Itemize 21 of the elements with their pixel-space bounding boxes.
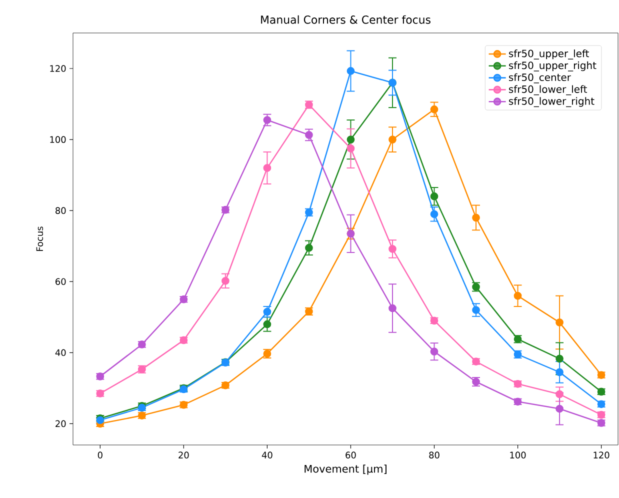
legend-label: sfr50_upper_left xyxy=(508,50,589,60)
x-tick-label: 100 xyxy=(510,452,526,458)
chart-title: Manual Corners & Center focus xyxy=(261,15,430,24)
legend-label: sfr50_lower_left xyxy=(508,85,588,96)
legend-label: sfr50_center xyxy=(508,73,571,84)
y-tick-label: 60 xyxy=(56,278,66,285)
x-tick-label: 60 xyxy=(346,452,356,458)
legend-label: sfr50_upper_right xyxy=(508,61,596,72)
y-tick-label: 100 xyxy=(50,136,66,143)
y-tick-label: 120 xyxy=(50,65,66,72)
y-axis-title: Focus xyxy=(36,226,44,251)
x-tick-label: 120 xyxy=(594,452,610,458)
x-tick-label: 20 xyxy=(178,452,189,458)
y-tick-label: 40 xyxy=(55,349,66,356)
legend-label: sfr50_lower_right xyxy=(508,97,594,108)
x-axis-title: Movement [µm] xyxy=(304,464,386,475)
x-tick-label: 80 xyxy=(429,452,440,458)
x-tick-label: 0 xyxy=(98,452,102,458)
x-tick-label: 40 xyxy=(262,452,272,458)
y-tick-label: 20 xyxy=(56,420,66,428)
y-tick-label: 80 xyxy=(56,207,66,214)
